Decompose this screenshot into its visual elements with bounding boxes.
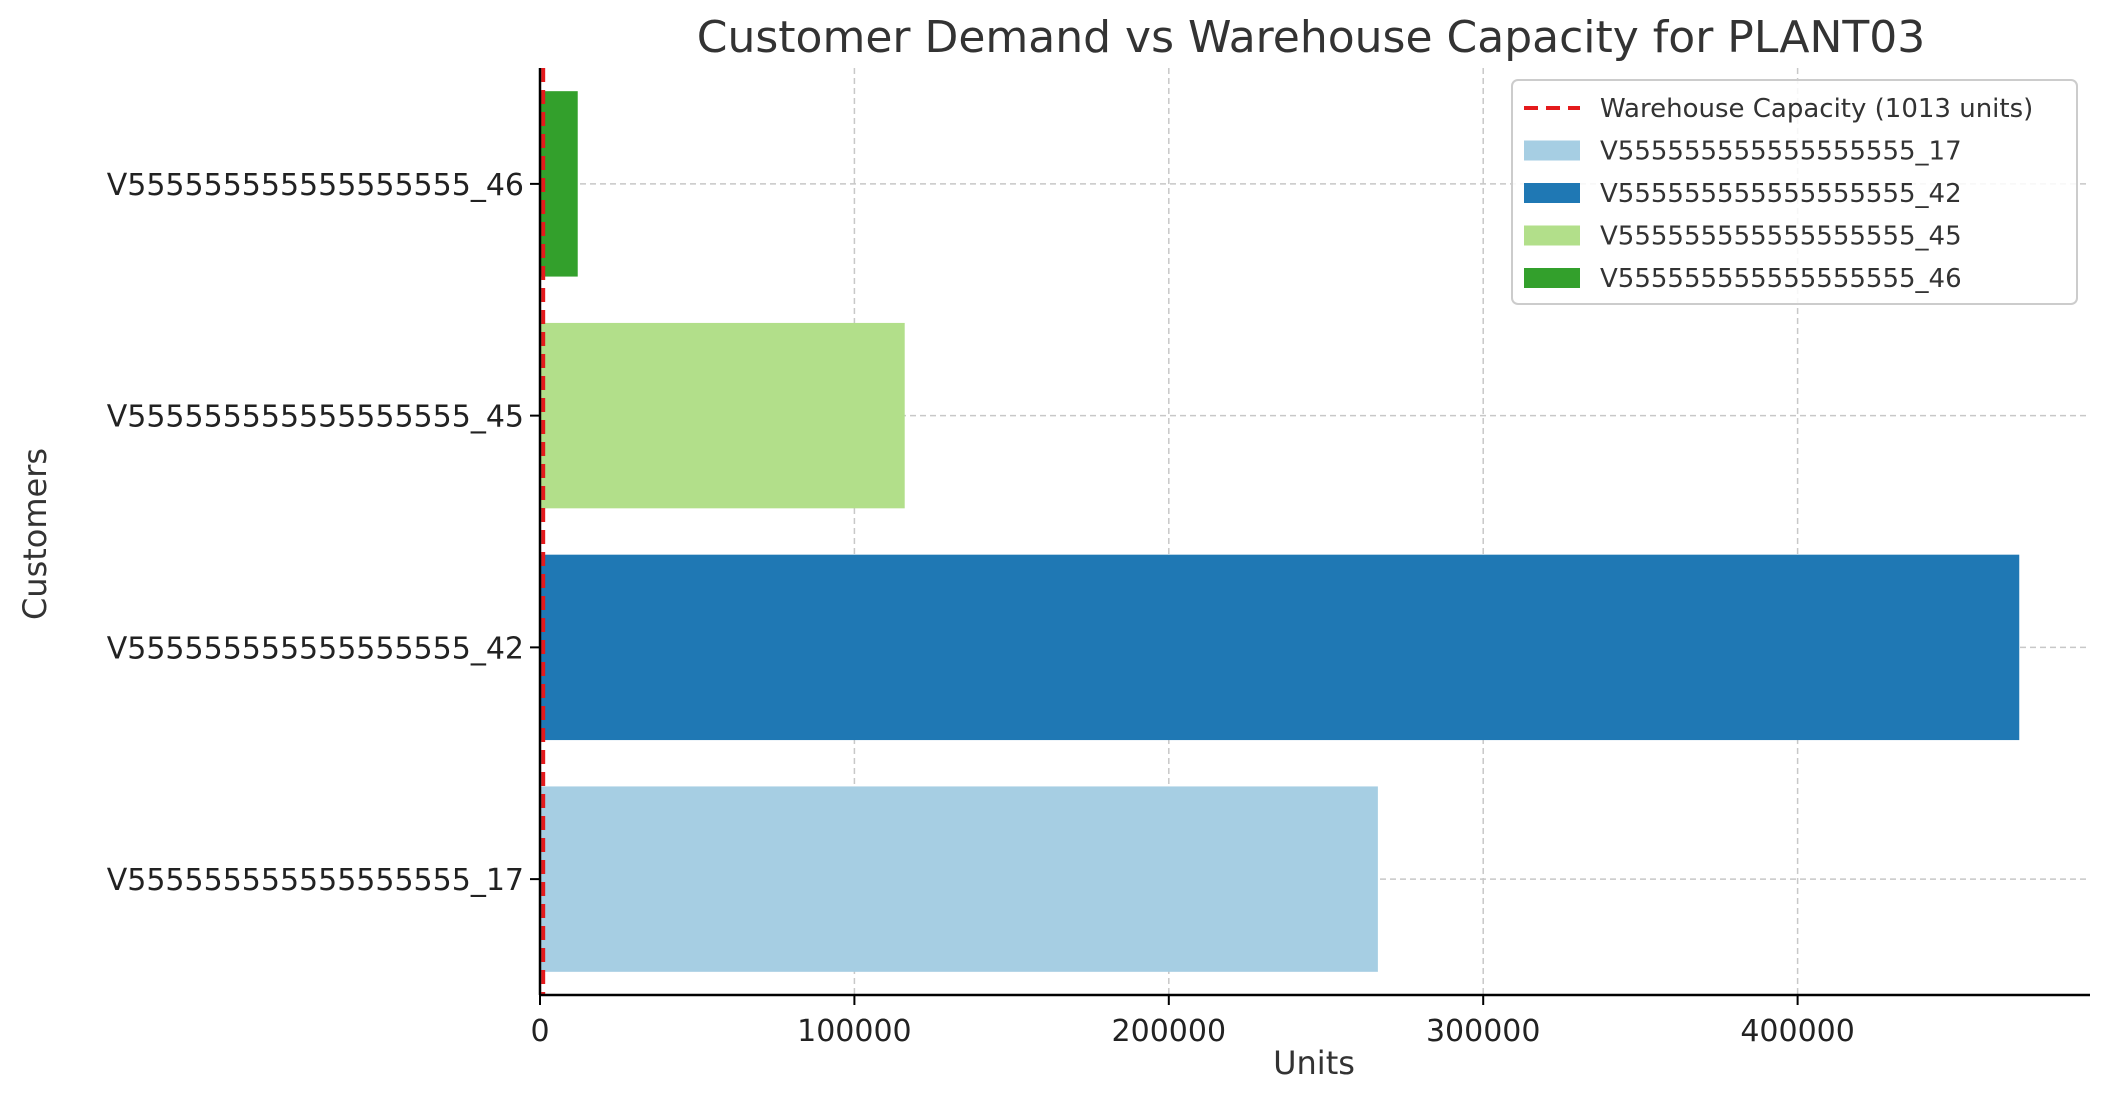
y-axis-label: Customers: [16, 448, 54, 620]
x-tick-label: 400000: [1740, 1014, 1855, 1049]
bars-layer: [540, 91, 2020, 972]
x-axis-label: Units: [1273, 1044, 1355, 1082]
legend-box: [1511, 79, 2078, 305]
bar: [540, 322, 905, 509]
bar: [540, 91, 578, 277]
legend-label: V555555555555555555_45: [1600, 222, 1962, 252]
legend-label: V555555555555555555_42: [1600, 179, 1962, 209]
y-tick-label: V555555555555555555_46: [107, 168, 524, 203]
x-tick-label: 100000: [797, 1014, 912, 1049]
x-tick-label: 200000: [1112, 1014, 1227, 1049]
y-tick-label: V555555555555555555_42: [107, 631, 524, 666]
legend-label: V555555555555555555_46: [1600, 264, 1962, 294]
chart-title: Customer Demand vs Warehouse Capacity fo…: [697, 12, 1925, 63]
legend-swatch: [1524, 140, 1580, 161]
legend: Warehouse Capacity (1013 units) V55555555…: [1511, 79, 2078, 305]
x-tick-label: 300000: [1426, 1014, 1541, 1049]
axes-layer: [538, 68, 2090, 997]
ticks-layer: 0 100000 200000 300000 400000 V55555555555555…: [107, 168, 1855, 1049]
legend-swatch: [1524, 268, 1580, 288]
bar: [540, 554, 2020, 741]
legend-label: Warehouse Capacity (1013 units): [1600, 94, 2033, 124]
legend-swatch: [1524, 225, 1580, 246]
x-tick-label: 0: [530, 1014, 549, 1049]
bar: [540, 786, 1378, 972]
y-tick-label: V555555555555555555_45: [107, 400, 524, 435]
y-tick-label: V555555555555555555_17: [107, 863, 524, 898]
legend-swatch: [1524, 183, 1580, 203]
legend-label: V555555555555555555_17: [1600, 137, 1962, 167]
